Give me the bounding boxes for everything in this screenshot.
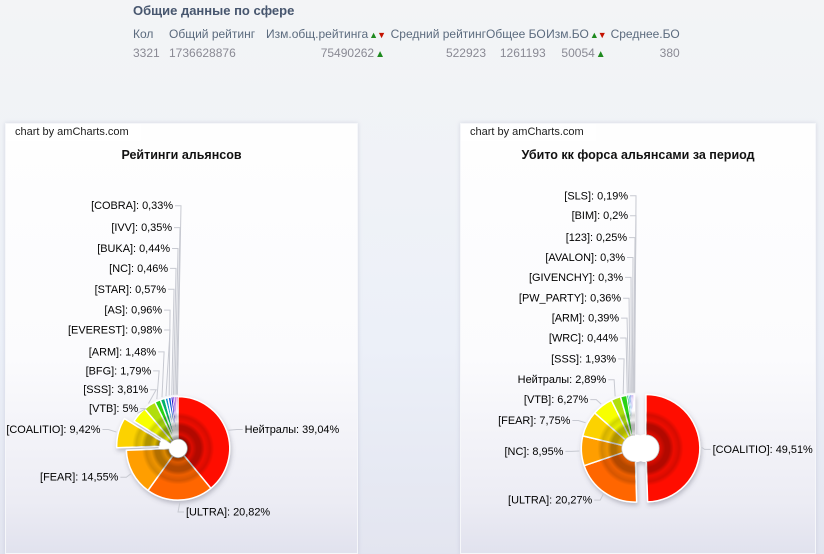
label-tick-line (177, 501, 184, 513)
slice-label: Нейтралы: 39,04% (245, 424, 340, 436)
label-tick-line (168, 288, 175, 396)
pie-chart: [COALITIO]: 49,51% [ULTRA]: 20,27% [NC]: 8… (498, 190, 813, 507)
slice-label: [AS]: 0,96% (104, 305, 162, 317)
summary-value: 50054▲ (561, 46, 606, 60)
label-tick-line (102, 428, 117, 433)
chart-title: Рейтинги альянсов (121, 148, 242, 162)
amcharts-credit-link[interactable]: chart by amCharts.com (6, 124, 141, 141)
chart-panel-kills: chart by amCharts.com Убито кк форса аль… (460, 123, 816, 554)
slice-label: [NC]: 8,95% (505, 446, 564, 458)
summary-col-header: Общий рейтинг (169, 27, 256, 41)
slice-label: [123]: 0,25% (566, 232, 628, 244)
slice-label: [ARM]: 1,48% (89, 346, 157, 358)
sort-asc-icon[interactable]: ▲ (589, 30, 599, 40)
label-tick-line (170, 267, 177, 395)
slice-label: [VTB]: 5% (89, 403, 138, 415)
amcharts-credit-link[interactable]: chart by amCharts.com (461, 124, 596, 141)
label-tick-line (228, 428, 243, 431)
summary-value: 3321 (133, 46, 160, 60)
summary-col-header: Средний рейтинг (390, 27, 486, 41)
label-tick-line (572, 420, 586, 424)
summary-col-header: Среднее.БО (610, 27, 680, 41)
summary-col-header: Общее БО (486, 27, 546, 41)
label-tick-line (629, 237, 636, 393)
slice-label: [GIVENCHY]: 0,3% (529, 272, 623, 284)
slice-label: [COBRA]: 0,33% (91, 200, 173, 212)
chart-panel-ratings: chart by amCharts.com Рейтинги альянсов … (5, 123, 358, 554)
sort-arrows[interactable]: ▲▼ (589, 30, 607, 40)
label-tick-line (623, 297, 631, 393)
label-tick-line (608, 379, 616, 397)
slice-label: [STAR]: 0,57% (95, 284, 167, 296)
trend-up-icon: ▲ (595, 49, 606, 60)
slice-label: [IVV]: 0,35% (111, 222, 172, 234)
label-tick-line (148, 389, 157, 404)
slice-label: [COALITIO]: 9,42% (6, 424, 100, 436)
summary-value: 75490262▲ (320, 46, 385, 60)
slice-label: [VTB]: 6,27% (524, 394, 589, 406)
label-tick-line (627, 256, 634, 393)
label-tick-line (172, 248, 179, 395)
slice-label: [NC]: 0,46% (109, 263, 168, 275)
chart-title: Убито кк форса альянсами за период (521, 148, 755, 162)
slice-label: [BUKA]: 0,44% (97, 243, 170, 255)
slice-label: [EVEREST]: 0,98% (68, 325, 162, 337)
label-tick-line (137, 408, 147, 414)
label-tick-line (620, 337, 628, 394)
summary-col-header: Изм.общ.рейтинга▲▼ (266, 27, 386, 41)
slice-label: [SLS]: 0,19% (564, 190, 628, 202)
label-tick-line (590, 399, 602, 405)
slice-label: [PW_PARTY]: 0,36% (519, 293, 621, 305)
sort-desc-icon[interactable]: ▼ (377, 30, 386, 40)
summary-value: 380 (659, 46, 680, 60)
label-tick-line (625, 276, 632, 393)
label-tick-line (630, 195, 637, 393)
slice-label: [SSS]: 3,81% (83, 384, 148, 396)
slice-label: [BIM]: 0,2% (572, 210, 629, 222)
label-tick-line (120, 473, 132, 478)
summary-section: Общие данные по сфере Кол Общий рейтинг Из… (133, 3, 680, 63)
label-tick-line (621, 317, 630, 394)
label-tick-line (153, 370, 160, 400)
trend-up-icon: ▲ (375, 49, 385, 60)
sort-asc-icon[interactable]: ▲ (369, 30, 378, 40)
summary-value: 1261193 (499, 46, 546, 60)
slice-label: Нейтралы: 2,89% (518, 374, 607, 386)
label-tick-line (618, 358, 625, 394)
label-tick-line (701, 446, 711, 450)
summary-col-header: Кол (133, 27, 154, 41)
summary-col-header: Изм.БО▲▼ (546, 27, 607, 41)
label-tick-line (174, 227, 181, 395)
label-tick-line (175, 205, 182, 395)
slice-label: [SSS]: 1,93% (551, 353, 616, 365)
slice-label: [BFG]: 1,79% (86, 365, 152, 377)
pie-slice[interactable] (634, 394, 636, 436)
pie-chart: Нейтралы: 39,04% [ULTRA]: 20,82% [FEAR]: 1… (6, 200, 340, 518)
summary-value: 522923 (445, 46, 486, 60)
slice-label: [FEAR]: 14,55% (40, 472, 119, 484)
slice-label: [ULTRA]: 20,27% (508, 495, 592, 507)
summary-values-row: 3321 1736628876 75490262▲ 522923 1261193 5005… (133, 43, 680, 63)
slice-label: [FEAR]: 7,75% (498, 415, 571, 427)
label-tick-line (594, 493, 604, 501)
slice-label: [COALITIO]: 49,51% (713, 444, 813, 456)
label-tick-line (158, 351, 165, 398)
slice-label: [ULTRA]: 20,82% (186, 506, 270, 518)
label-tick-line (164, 309, 171, 396)
sort-arrows[interactable]: ▲▼ (369, 30, 386, 40)
summary-title: Общие данные по сфере (133, 3, 295, 18)
slice-label: [WRC]: 0,44% (549, 332, 618, 344)
slice-label: [ARM]: 0,39% (552, 313, 620, 325)
summary-header-row: Кол Общий рейтинг Изм.общ.рейтинга▲▼ Средни… (133, 25, 680, 43)
summary-value: 1736628876 (169, 46, 236, 60)
summary-table: Кол Общий рейтинг Изм.общ.рейтинга▲▼ Средни… (133, 25, 680, 63)
sort-desc-icon[interactable]: ▼ (597, 30, 607, 40)
slice-label: [AVALON]: 0,3% (545, 252, 625, 264)
